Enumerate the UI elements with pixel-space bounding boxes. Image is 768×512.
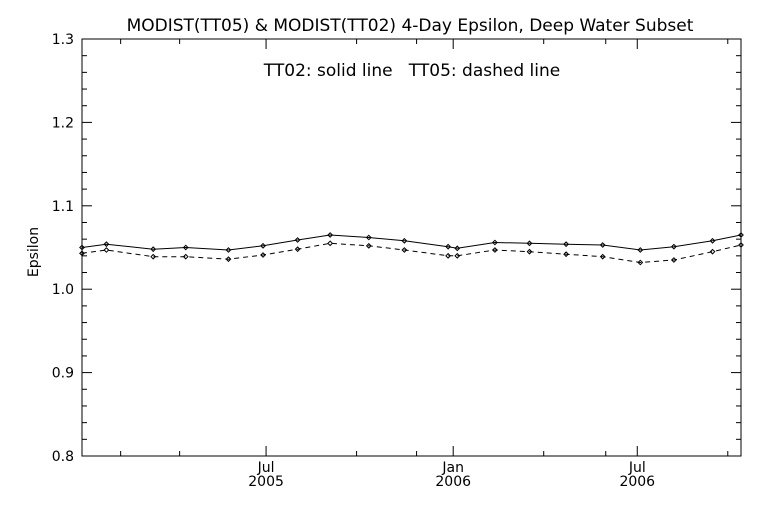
x-tick-year: 2006 [435,474,471,490]
data-point-tt02 [401,237,408,244]
y-tick-label: 1.0 [52,282,74,298]
data-point-tt05 [103,247,110,253]
data-point-tt05 [599,253,606,260]
data-point-tt05 [182,253,189,260]
data-point-tt02 [454,245,461,252]
data-point-tt02 [225,247,232,253]
data-point-tt05 [709,248,716,255]
data-point-tt02 [491,239,498,246]
data-point-tt05 [526,248,533,255]
data-point-tt02 [260,242,266,249]
y-tick-label: 1.1 [52,199,74,215]
data-point-tt05 [79,250,85,257]
x-tick-month: Jul [628,460,646,476]
data-point-tt02 [709,237,716,244]
data-point-tt05 [637,259,644,266]
legend-annotation: TT02: solid line TT05: dashed line [263,61,560,81]
series-line-tt05 [81,242,742,264]
y-axis-label: Epsilon [26,227,42,277]
data-point-tt05 [670,257,677,263]
y-axis-ticks: 0.8 0.9 1.0 1.1 1.2 1.3 [52,32,741,465]
data-point-tt02 [445,243,452,250]
y-tick-label: 1.3 [52,32,74,48]
y-tick-label: 0.9 [52,366,74,382]
data-point-tt05 [738,242,744,248]
data-point-tt02 [637,247,644,253]
data-point-tt02 [563,241,569,248]
data-point-tt05 [445,252,452,259]
data-point-tt02 [150,246,157,253]
data-point-tt02 [327,232,334,238]
data-point-tt02 [182,244,189,251]
data-point-tt02 [365,234,372,241]
data-point-tt05 [563,251,569,258]
data-point-tt02 [294,237,301,243]
data-point-tt02 [670,243,677,250]
data-point-tt05 [491,247,498,253]
data-point-tt02 [599,242,606,248]
data-point-tt05 [454,252,461,259]
data-point-tt05 [327,240,334,247]
data-point-tt05 [150,253,157,260]
chart-title: MODIST(TT05) & MODIST(TT02) 4-Day Epsilo… [127,16,694,36]
data-point-tt02 [79,244,85,251]
y-tick-label: 1.2 [52,115,74,131]
data-point-tt02 [738,232,744,238]
x-tick-year: 2006 [619,474,655,490]
data-point-tt05 [401,247,408,253]
data-point-tt02 [526,240,533,247]
data-point-tt05 [294,246,301,253]
data-point-tt05 [225,256,232,263]
data-point-tt05 [365,242,372,249]
data-point-tt05 [260,252,266,258]
x-tick-month: Jul [257,460,275,476]
series-line-tt02 [81,234,742,251]
series-layer [79,232,744,266]
y-tick-label: 0.8 [52,449,74,465]
data-point-tt02 [103,241,110,248]
x-tick-month: Jan [441,460,464,476]
x-tick-year: 2005 [248,474,284,490]
